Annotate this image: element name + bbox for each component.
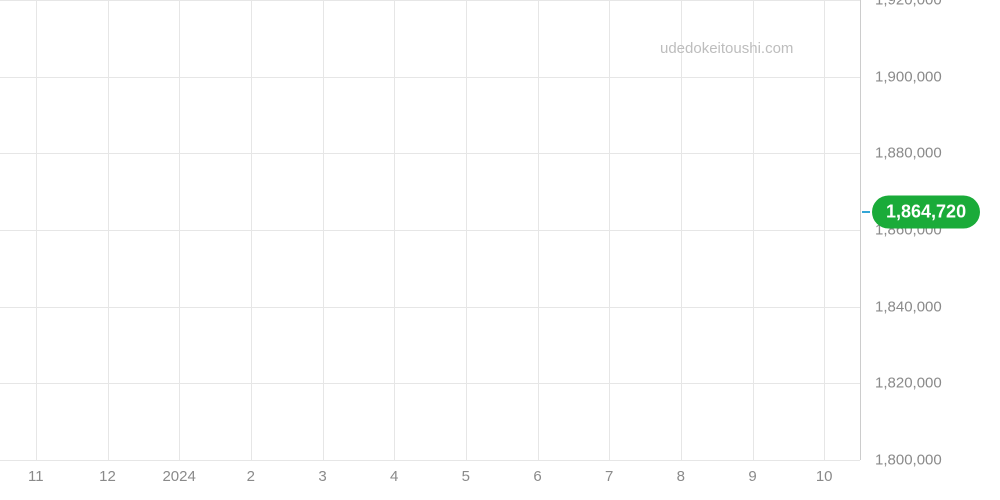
y-axis-label: 1,820,000 [875,375,942,392]
y-axis-label: 1,920,000 [875,0,942,9]
grid-vline [323,0,324,460]
y-axis-label: 1,840,000 [875,298,942,315]
grid-vline [36,0,37,460]
grid-vline [609,0,610,460]
watermark: udedokeitoushi.com [660,40,793,57]
grid-hline [0,230,860,231]
x-axis-label: 12 [99,468,116,485]
grid-vline [179,0,180,460]
x-axis-label: 3 [318,468,326,485]
y-axis-label: 1,800,000 [875,452,942,469]
current-price-badge: 1,864,720 [872,195,980,228]
current-price-value: 1,864,720 [886,201,966,222]
grid-vline [466,0,467,460]
price-tick-marker [862,211,870,213]
grid-hline [0,307,860,308]
grid-vline [251,0,252,460]
grid-vline [538,0,539,460]
x-axis-label: 2 [247,468,255,485]
x-axis-label: 7 [605,468,613,485]
x-axis-label: 6 [533,468,541,485]
x-axis-label: 4 [390,468,398,485]
grid-vline [394,0,395,460]
x-axis-label: 2024 [162,468,195,485]
y-axis-label: 1,880,000 [875,145,942,162]
x-axis-label: 9 [748,468,756,485]
x-axis-label: 5 [462,468,470,485]
plot-area [0,0,860,460]
plot-right-border [860,0,861,460]
x-axis-label: 11 [28,468,44,485]
x-axis-label: 10 [816,468,833,485]
grid-vline [681,0,682,460]
price-chart: 1,920,0001,900,0001,880,0001,860,0001,84… [0,0,1000,500]
x-axis-label: 8 [677,468,685,485]
grid-hline [0,153,860,154]
grid-hline [0,383,860,384]
grid-vline [824,0,825,460]
grid-hline [0,77,860,78]
grid-hline [0,460,860,461]
grid-vline [753,0,754,460]
grid-vline [108,0,109,460]
y-axis-label: 1,900,000 [875,68,942,85]
grid-hline [0,0,860,1]
